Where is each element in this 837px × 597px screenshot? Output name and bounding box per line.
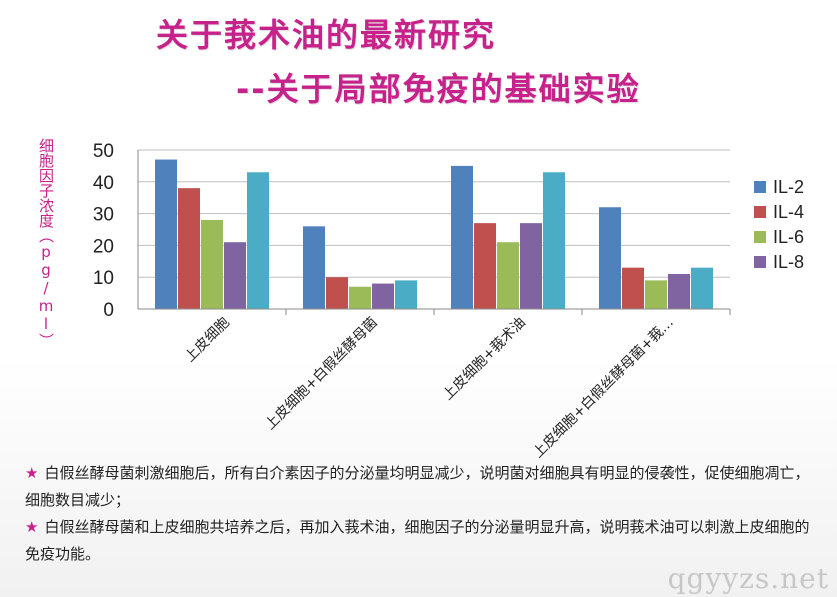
bar: [395, 280, 417, 309]
x-tick-label: 上皮细胞: [182, 315, 233, 366]
legend-label: IL-6: [773, 227, 804, 247]
y-tick-label: 20: [93, 236, 114, 257]
legend-label: IL-4: [773, 202, 804, 222]
legend-swatch: [754, 231, 766, 243]
bar: [303, 226, 325, 309]
bar: [247, 172, 269, 309]
legend-swatch: [754, 181, 766, 193]
bar: [155, 159, 177, 309]
y-tick-label: 30: [93, 205, 114, 226]
chart-legend: IL-2 IL-4 IL-6 IL-8: [754, 177, 804, 272]
bar: [201, 219, 223, 309]
bar: [224, 242, 246, 309]
bar: [451, 165, 473, 309]
legend-swatch: [754, 256, 766, 268]
x-axis-labels: 上皮细胞 上皮细胞+白假丝酵母菌 上皮细胞+莪术油 上皮细胞+白假丝酵母菌+莪…: [182, 315, 677, 460]
y-tick-label: 40: [93, 173, 114, 194]
x-tick-label: 上皮细胞+白假丝酵母菌: [262, 315, 381, 434]
y-tick-label: 50: [93, 141, 114, 162]
note-1-text: 白假丝酵母菌刺激细胞后，所有白介素因子的分泌量均明显减少，说明菌对细胞具有明显的…: [25, 464, 810, 509]
note-1: ★ 白假丝酵母菌刺激细胞后，所有白介素因子的分泌量均明显减少，说明菌对细胞具有明显…: [25, 460, 815, 514]
watermark: qgyyzs.net: [667, 562, 829, 595]
main-title: 关于莪术油的最新研究: [156, 16, 497, 54]
star-icon: ★: [25, 464, 39, 482]
bar: [645, 280, 667, 309]
star-icon: ★: [25, 518, 39, 536]
bar: [622, 267, 644, 309]
y-tick-label: 10: [93, 268, 114, 289]
x-tick-label: 上皮细胞+莪术油: [440, 315, 529, 404]
bar: [326, 277, 348, 309]
x-tick-label: 上皮细胞+白假丝酵母菌+莪…: [530, 315, 677, 460]
bar: [668, 274, 690, 309]
bar: [520, 223, 542, 309]
bar: [372, 283, 394, 309]
y-axis-ticks: 0 10 20 30 40 50: [93, 141, 114, 321]
legend-label: IL-8: [773, 252, 804, 272]
legend-swatch: [754, 206, 766, 218]
y-axis-label: 细胞因子浓度（pg/ml）: [37, 138, 55, 348]
chart-bars: [155, 159, 713, 309]
bar: [349, 286, 371, 309]
note-2-text: 白假丝酵母菌和上皮细胞共培养之后，再加入莪术油，细胞因子的分泌量明显升高，说明莪…: [25, 518, 810, 563]
bar: [691, 267, 713, 309]
sub-title: --关于局部免疫的基础实验: [236, 70, 641, 108]
x-axis: [137, 150, 731, 315]
bar: [474, 223, 496, 309]
legend-label: IL-2: [773, 177, 804, 197]
bar-chart: 0 10 20 30 40 50 上皮细胞 上皮细胞+白假丝酵母菌 上皮细胞+莪术油 上皮细胞+…: [93, 141, 804, 460]
note-2: ★ 白假丝酵母菌和上皮细胞共培养之后，再加入莪术油，细胞因子的分泌量明显升高，说明…: [25, 514, 815, 568]
bar: [178, 188, 200, 309]
bar: [599, 207, 621, 309]
bar: [543, 172, 565, 309]
bar: [497, 242, 519, 309]
y-tick-label: 0: [103, 300, 114, 321]
notes-section: ★ 白假丝酵母菌刺激细胞后，所有白介素因子的分泌量均明显减少，说明菌对细胞具有明显…: [25, 460, 815, 568]
